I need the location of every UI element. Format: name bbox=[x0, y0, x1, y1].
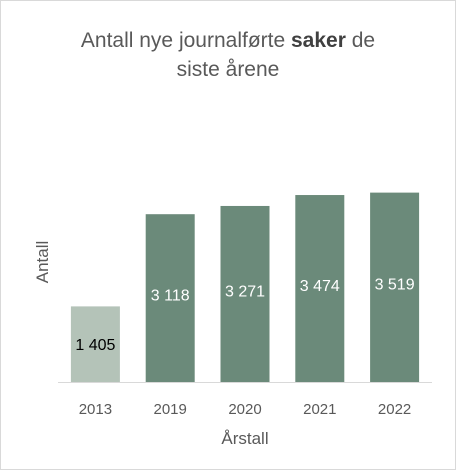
bar-2020 bbox=[220, 205, 270, 382]
data-label-2020: 3 271 bbox=[225, 283, 265, 300]
data-label-2021: 3 474 bbox=[300, 278, 340, 295]
x-tick-label-2022: 2022 bbox=[378, 401, 411, 418]
bar-2022 bbox=[370, 192, 420, 382]
bar-2019 bbox=[145, 214, 195, 382]
data-label-2022: 3 519 bbox=[375, 277, 415, 294]
y-axis-title: Antall bbox=[33, 241, 52, 284]
x-axis-title: Årstall bbox=[221, 429, 268, 448]
x-tick-labels: 2013 2019 2020 2021 2022 bbox=[79, 401, 412, 418]
x-tick-label-2013: 2013 bbox=[79, 401, 112, 418]
x-tick-label-2020: 2020 bbox=[228, 401, 261, 418]
data-label-2019: 3 118 bbox=[151, 288, 190, 305]
x-tick-label-2019: 2019 bbox=[154, 401, 187, 418]
bar-2021 bbox=[295, 195, 345, 382]
chart-title: Antall nye journalførte saker de siste å… bbox=[0, 26, 456, 84]
data-label-2013: 1 405 bbox=[75, 337, 115, 354]
chart-title-part1: Antall nye journalførte bbox=[80, 29, 291, 52]
chart-title-bold: saker bbox=[291, 29, 346, 52]
chart-title-part2: de bbox=[345, 29, 376, 52]
x-tick-label-2021: 2021 bbox=[303, 401, 336, 418]
bar-2013 bbox=[70, 306, 120, 382]
chart-title-line2: siste årene bbox=[176, 58, 280, 81]
bars-group: 1 405 3 118 3 271 3 474 3 519 bbox=[70, 192, 420, 382]
